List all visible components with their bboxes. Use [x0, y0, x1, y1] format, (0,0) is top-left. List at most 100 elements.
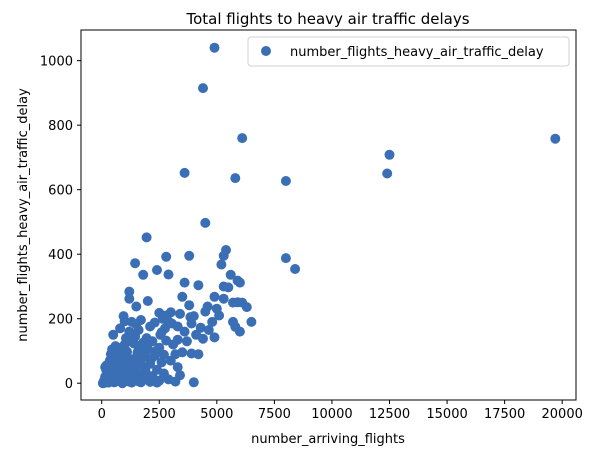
data-point: [145, 321, 156, 332]
data-point: [143, 337, 154, 348]
data-point: [172, 362, 183, 373]
data-point: [152, 377, 162, 388]
chart-title: Total flights to heavy air traffic delay…: [185, 10, 469, 28]
data-point: [127, 355, 138, 366]
data-point: [160, 323, 170, 334]
data-point: [225, 269, 236, 280]
data-point: [179, 326, 190, 337]
data-point: [237, 133, 248, 144]
x-tick-label: 12500: [369, 407, 410, 422]
data-point: [223, 282, 234, 293]
data-point: [184, 250, 195, 261]
data-point: [168, 339, 179, 350]
x-tick-label: 15000: [426, 407, 467, 422]
data-point: [106, 366, 117, 377]
data-point: [550, 133, 561, 144]
data-point: [280, 253, 291, 264]
data-point: [138, 269, 149, 280]
data-point: [126, 377, 137, 388]
data-point: [234, 277, 245, 288]
plot-points: [97, 42, 561, 389]
plot-frame: [80, 29, 577, 401]
data-point: [139, 346, 150, 356]
x-tick-label: 17500: [484, 407, 525, 422]
data-point: [209, 291, 220, 302]
data-point: [135, 377, 146, 388]
legend: number_flights_heavy_air_traffic_delay: [247, 36, 570, 67]
y-axis: 0 200 400 600 800 1000: [40, 55, 81, 392]
data-point: [280, 176, 291, 186]
data-point: [115, 323, 126, 334]
data-point: [108, 329, 119, 340]
x-axis: 0 2500 5000 7500 10000 12500 15000 17500 20000: [98, 400, 583, 422]
data-point: [185, 312, 196, 323]
data-point: [141, 232, 152, 243]
data-point: [130, 258, 141, 269]
data-point: [198, 83, 208, 94]
data-point: [179, 277, 190, 288]
data-point: [384, 149, 395, 160]
data-point: [214, 310, 225, 321]
data-point: [179, 167, 190, 178]
data-point: [232, 297, 243, 308]
data-point: [193, 349, 204, 360]
data-point: [152, 265, 162, 275]
data-point: [97, 378, 108, 389]
data-point: [241, 302, 252, 313]
data-point: [209, 42, 220, 53]
data-point: [175, 370, 185, 381]
data-point: [117, 353, 127, 364]
data-point: [382, 168, 393, 179]
data-point: [165, 355, 176, 366]
data-point: [200, 217, 211, 228]
data-point: [181, 336, 192, 347]
x-tick-label: 20000: [542, 407, 583, 422]
data-point: [246, 316, 257, 327]
data-point: [158, 349, 169, 360]
data-point: [124, 286, 135, 297]
data-point: [193, 280, 204, 291]
y-tick-label: 600: [48, 184, 73, 199]
x-tick-label: 10000: [311, 407, 352, 422]
y-tick-label: 1000: [40, 55, 73, 70]
data-point: [207, 316, 218, 327]
y-axis-title: number_flights_heavy_air_traffic_delay: [16, 88, 31, 342]
x-tick-label: 5000: [200, 407, 233, 422]
data-point: [107, 344, 118, 355]
data-point: [216, 259, 227, 270]
data-point: [146, 354, 157, 364]
data-point: [124, 293, 135, 304]
legend-box: [247, 36, 570, 67]
data-point: [177, 291, 188, 302]
data-point: [161, 251, 172, 262]
data-point: [195, 322, 206, 333]
data-point: [123, 363, 134, 374]
data-point: [184, 300, 195, 311]
data-point: [150, 346, 161, 356]
data-point: [209, 332, 220, 343]
data-point: [130, 331, 141, 342]
y-tick-label: 200: [48, 313, 73, 328]
data-point: [117, 378, 128, 389]
data-point: [166, 318, 177, 329]
data-point: [200, 306, 211, 317]
data-point: [163, 269, 174, 280]
data-point: [163, 374, 174, 385]
data-point: [191, 329, 202, 340]
data-point: [218, 250, 229, 261]
data-point: [175, 308, 185, 319]
x-tick-label: 7500: [258, 407, 291, 422]
y-tick-label: 800: [48, 119, 73, 134]
y-tick-label: 0: [65, 377, 73, 392]
data-point: [230, 173, 241, 184]
data-point: [142, 296, 153, 306]
data-point: [290, 264, 301, 274]
data-point: [157, 313, 168, 324]
x-axis-title: number_arriving_flights: [251, 432, 405, 447]
data-point: [234, 326, 245, 337]
data-point: [131, 301, 142, 312]
legend-marker: [261, 46, 271, 56]
data-point: [188, 377, 199, 388]
